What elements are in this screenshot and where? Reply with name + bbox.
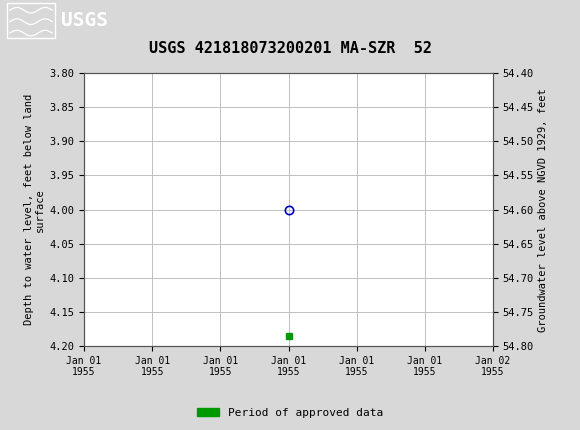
Legend: Period of approved data: Period of approved data [193,403,387,422]
Y-axis label: Depth to water level, feet below land
surface: Depth to water level, feet below land su… [24,94,45,325]
Y-axis label: Groundwater level above NGVD 1929, feet: Groundwater level above NGVD 1929, feet [538,88,548,332]
Text: USGS: USGS [61,11,108,30]
Text: USGS 421818073200201 MA-SZR  52: USGS 421818073200201 MA-SZR 52 [148,41,432,56]
